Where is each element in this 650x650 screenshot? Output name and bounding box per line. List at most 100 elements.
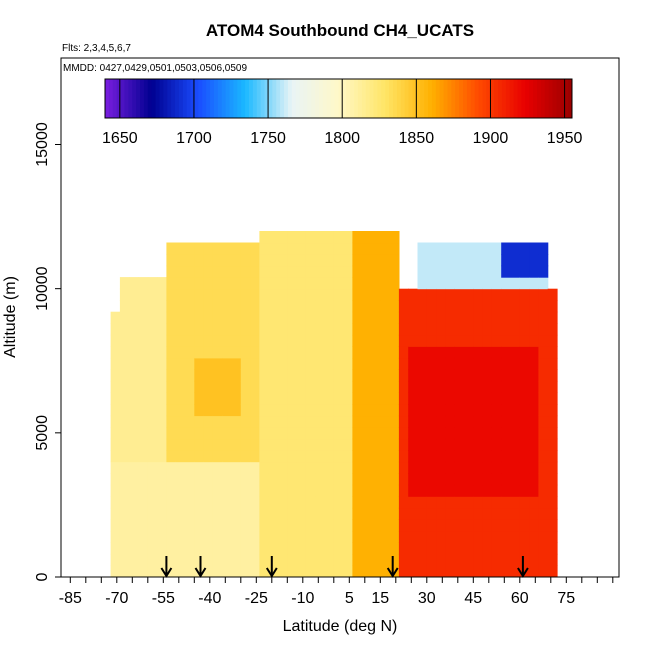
heatmap-cell [157, 380, 167, 393]
colorbar-segment [501, 79, 507, 118]
heatmap-cell [333, 242, 344, 255]
heatmap-cell [538, 507, 549, 520]
colorbar-segment [194, 79, 199, 118]
heatmap-cell [482, 553, 493, 566]
colorbar-segment [155, 79, 160, 118]
heatmap-cell [417, 277, 428, 290]
heatmap-cell [473, 415, 484, 428]
heatmap-cell [324, 519, 335, 532]
heatmap-cell [305, 507, 316, 520]
heatmap-cell [231, 369, 242, 382]
heatmap-cell [473, 553, 484, 566]
heatmap-cell [436, 484, 446, 497]
heatmap-cell [445, 323, 456, 336]
colorbar-segment [182, 79, 188, 118]
heatmap-cell [482, 346, 493, 359]
x-tick-label: 60 [511, 590, 529, 607]
heatmap-cell [324, 323, 335, 336]
heatmap-cell [324, 427, 335, 440]
heatmap-cell [482, 404, 493, 417]
heatmap-cell [250, 288, 260, 301]
heatmap-cell [315, 334, 326, 347]
heatmap-cell [519, 254, 530, 267]
heatmap-cell [287, 496, 298, 509]
heatmap-cell [408, 392, 419, 405]
heatmap-cell [519, 553, 530, 566]
heatmap-cell [529, 530, 539, 543]
heatmap-cell [491, 254, 502, 267]
heatmap-cell [166, 415, 177, 428]
heatmap-cell [352, 519, 363, 532]
heatmap-cell [119, 415, 130, 428]
heatmap-cell [491, 427, 502, 440]
heatmap-cell [185, 427, 195, 440]
heatmap-cell [259, 231, 270, 244]
heatmap-cell [380, 484, 391, 497]
heatmap-cell [501, 473, 512, 486]
heatmap-cell [389, 346, 400, 359]
heatmap-cell [185, 450, 195, 463]
heatmap-cell [324, 300, 335, 313]
heatmap-cell [473, 357, 484, 370]
heatmap-cell [185, 404, 195, 417]
heatmap-cell [417, 415, 428, 428]
heatmap-cell [138, 450, 149, 463]
heatmap-cell [529, 473, 539, 486]
heatmap-cell [315, 300, 326, 313]
heatmap-cell [194, 404, 205, 417]
heatmap-cell [278, 254, 288, 267]
heatmap-cell [389, 450, 400, 463]
heatmap-cell [222, 300, 233, 313]
heatmap-cell [529, 277, 539, 290]
heatmap-cell [371, 542, 381, 555]
heatmap-cell [408, 323, 419, 336]
heatmap-cell [371, 277, 381, 290]
heatmap-cell [166, 323, 177, 336]
heatmap-cell [417, 404, 428, 417]
heatmap-cell [333, 565, 344, 577]
heatmap-cell [278, 357, 288, 370]
x-tick-label: 30 [418, 590, 436, 607]
heatmap-cell [250, 461, 260, 474]
heatmap-cell [222, 392, 233, 405]
heatmap-cell [287, 461, 298, 474]
heatmap-cell [417, 323, 428, 336]
heatmap-cell [473, 334, 484, 347]
heatmap-cell [147, 484, 158, 497]
heatmap-cell [129, 288, 140, 301]
heatmap-cell [501, 380, 512, 393]
heatmap-cell [212, 300, 223, 313]
heatmap-cell [473, 288, 484, 301]
heatmap-cell [473, 438, 484, 451]
heatmap-cell [305, 334, 316, 347]
heatmap-cell [454, 334, 465, 347]
colorbar: 1650 1700 1750 1800 1850 1900 1950 [102, 78, 582, 147]
heatmap-cell [510, 438, 521, 451]
heatmap-cell [352, 380, 363, 393]
heatmap-cell [129, 369, 140, 382]
heatmap-cell [445, 542, 456, 555]
heatmap-cell [398, 565, 409, 577]
heatmap-cell [212, 461, 223, 474]
x-tick-label: -25 [245, 590, 268, 607]
heatmap-cell [278, 530, 288, 543]
heatmap-cell [352, 450, 363, 463]
heatmap-cell [296, 473, 307, 486]
heatmap-cell [278, 380, 288, 393]
x-axis: -85 -70 -55 -40 -25 -10 5 15 30 45 60 75 [59, 577, 614, 607]
heatmap-cell [482, 519, 493, 532]
heatmap-cell [278, 519, 288, 532]
heatmap-cell [417, 254, 428, 267]
colorbar-segment [311, 79, 316, 118]
heatmap-cell [278, 300, 288, 313]
colorbar-segment [404, 79, 410, 118]
heatmap-cell [119, 277, 130, 290]
heatmap-cell [157, 507, 167, 520]
heatmap-cell [110, 450, 121, 463]
heatmap-cell [305, 288, 316, 301]
heatmap-cell [343, 242, 353, 255]
heatmap-cell [212, 450, 223, 463]
heatmap-cell [454, 380, 465, 393]
heatmap-cell [361, 427, 372, 440]
